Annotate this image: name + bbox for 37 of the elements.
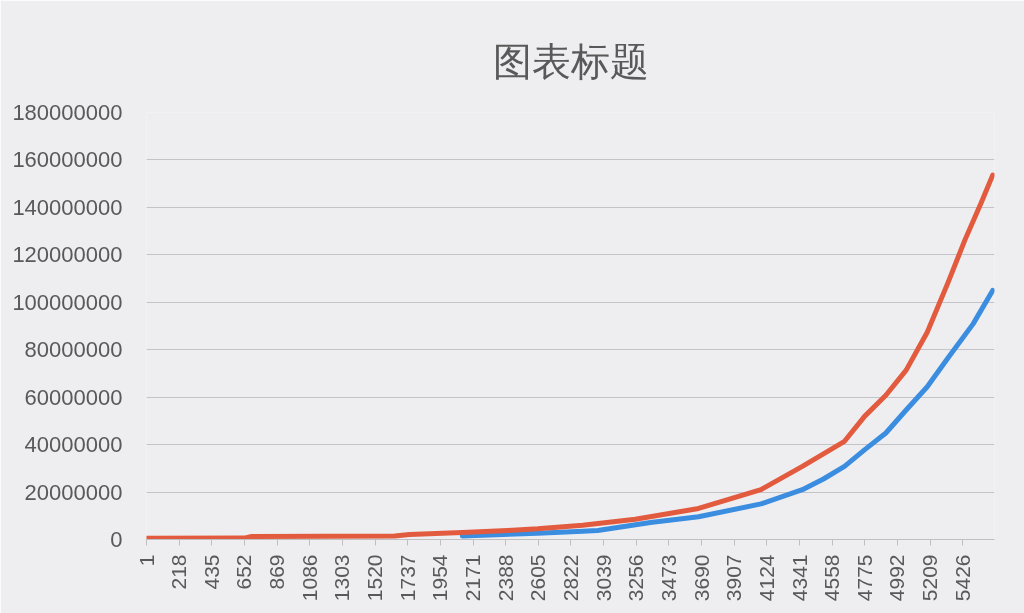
y-tick-label: 60000000: [24, 384, 123, 410]
x-tick-label: 1303: [330, 554, 354, 602]
x-tick-label: 1086: [297, 554, 321, 602]
x-tick-label: 869: [265, 554, 289, 590]
x-tick-label: 5209: [918, 554, 942, 602]
y-tick-label: 140000000: [12, 194, 123, 220]
x-tick-label: 2171: [461, 554, 484, 602]
x-tick-label: 1954: [428, 554, 452, 602]
y-tick-label: 80000000: [24, 337, 123, 363]
x-tick-label: 218: [167, 554, 191, 590]
x-tick-label: 4558: [820, 554, 844, 602]
x-tick-label: 4124: [754, 554, 778, 602]
x-tick-label: 2822: [558, 554, 582, 602]
x-tick-label: 3690: [689, 554, 713, 602]
x-tick-label: 1: [134, 554, 158, 567]
x-tick-label: 4775: [852, 554, 876, 602]
y-tick-label: 120000000: [12, 242, 123, 268]
x-tick-label: 5426: [950, 554, 974, 602]
x-tick-label: 435: [199, 554, 223, 590]
x-tick-label: 2388: [493, 554, 517, 602]
y-tick-label: 160000000: [12, 147, 123, 173]
chart-title: 图表标题: [492, 39, 649, 84]
x-tick-label: 4341: [787, 554, 811, 602]
x-tick-label: 3039: [591, 554, 615, 602]
x-tick-label: 3256: [624, 554, 648, 602]
y-tick-label: 20000000: [24, 479, 123, 505]
x-tick-label: 1520: [363, 554, 387, 602]
y-tick-label: 100000000: [12, 289, 123, 315]
x-tick-label: 4992: [885, 554, 909, 602]
x-tick-label: 2605: [526, 554, 550, 602]
x-tick-label: 1737: [395, 554, 419, 602]
x-tick-label: 3473: [656, 554, 680, 602]
y-tick-label: 0: [110, 527, 123, 552]
y-tick-label: 180000000: [12, 100, 123, 125]
x-tick-label: 652: [232, 554, 256, 590]
y-tick-label: 40000000: [24, 432, 123, 458]
x-tick-label: 3907: [722, 554, 746, 602]
